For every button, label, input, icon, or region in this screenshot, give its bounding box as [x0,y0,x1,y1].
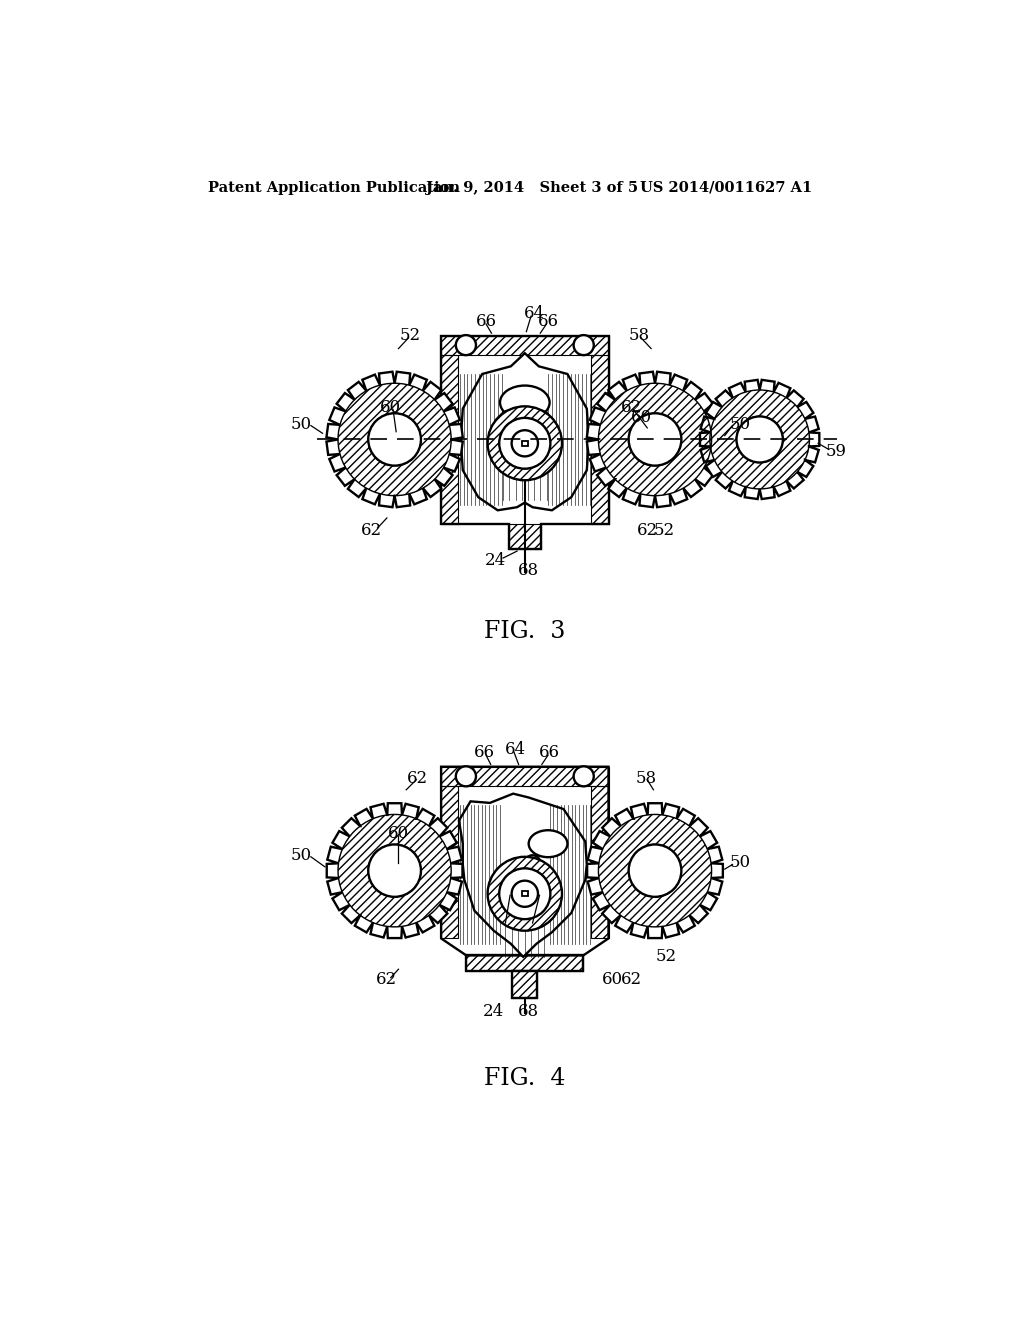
Text: 62: 62 [622,399,642,416]
Circle shape [500,418,550,469]
Circle shape [369,845,421,896]
Text: 62: 62 [408,770,428,787]
Text: 62: 62 [376,972,397,989]
Circle shape [573,767,594,787]
Polygon shape [587,372,723,507]
Polygon shape [327,804,463,939]
Text: 66: 66 [539,744,560,762]
Polygon shape [461,354,589,511]
Text: 64: 64 [523,305,545,322]
Circle shape [736,416,783,462]
Text: 66: 66 [474,744,495,762]
Circle shape [487,407,562,480]
Circle shape [501,411,515,425]
Text: 50: 50 [291,416,312,433]
Text: 58: 58 [629,327,650,345]
Text: 68: 68 [518,1003,540,1020]
Circle shape [629,413,681,466]
Circle shape [500,869,550,919]
Circle shape [535,411,549,425]
Text: 62: 62 [360,521,382,539]
Polygon shape [700,380,819,499]
Text: 50: 50 [730,416,751,433]
Circle shape [456,335,476,355]
Text: 60: 60 [631,409,651,426]
Text: Jan. 9, 2014   Sheet 3 of 5: Jan. 9, 2014 Sheet 3 of 5 [426,181,639,194]
Bar [522,441,527,446]
Bar [522,891,527,896]
Text: 62: 62 [622,972,642,989]
Text: 50: 50 [291,846,312,863]
Polygon shape [327,372,463,507]
Text: 24: 24 [484,552,506,569]
Circle shape [629,845,681,896]
Polygon shape [459,793,587,957]
Text: 24: 24 [483,1003,505,1020]
Polygon shape [441,767,608,956]
Circle shape [456,767,476,787]
Text: Patent Application Publication: Patent Application Publication [208,181,460,194]
Text: FIG.  4: FIG. 4 [484,1067,565,1090]
Polygon shape [512,970,538,998]
Text: 60: 60 [602,972,623,989]
Polygon shape [441,335,608,549]
Text: 66: 66 [538,313,558,330]
Text: 52: 52 [653,521,675,539]
Text: FIG.  3: FIG. 3 [484,620,565,643]
Text: 59: 59 [826,442,847,459]
Circle shape [573,335,594,355]
Text: 50: 50 [730,854,751,871]
Circle shape [524,855,541,871]
Text: 68: 68 [518,562,540,579]
Text: 58: 58 [635,770,656,787]
Text: 52: 52 [656,948,677,965]
Circle shape [487,857,562,931]
Text: 52: 52 [399,327,421,345]
Text: 66: 66 [475,313,497,330]
Ellipse shape [528,830,567,857]
Text: 60: 60 [388,825,409,842]
Circle shape [512,430,538,457]
Circle shape [369,413,421,466]
Text: 60: 60 [380,399,401,416]
Text: US 2014/0011627 A1: US 2014/0011627 A1 [640,181,812,194]
Polygon shape [587,804,723,939]
Circle shape [512,880,538,907]
Text: 64: 64 [505,742,526,758]
Ellipse shape [500,385,550,420]
Text: 62: 62 [637,521,657,539]
